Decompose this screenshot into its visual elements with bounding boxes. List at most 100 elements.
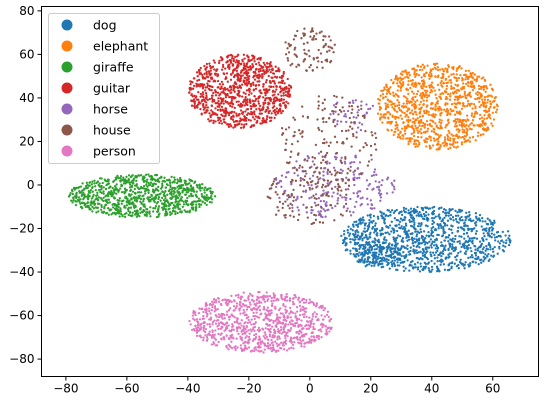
data-point [224, 96, 228, 99]
data-point [226, 87, 229, 91]
data-point [443, 108, 446, 111]
data-point [451, 239, 454, 243]
data-point [403, 230, 406, 234]
data-point [390, 209, 394, 212]
data-point [357, 254, 360, 257]
data-point [380, 245, 383, 249]
data-point [464, 219, 467, 222]
data-point [297, 152, 300, 155]
data-point [470, 75, 473, 78]
data-point [368, 182, 372, 186]
data-point [409, 249, 412, 253]
data-point [211, 198, 214, 201]
data-point [130, 197, 133, 200]
data-point [274, 113, 277, 116]
data-point [370, 247, 374, 251]
data-point [224, 67, 227, 70]
data-point [280, 174, 284, 177]
data-point [415, 214, 418, 217]
data-point [129, 214, 132, 217]
data-point [254, 115, 258, 118]
data-point [148, 196, 152, 199]
data-point [302, 301, 306, 304]
data-point [475, 216, 478, 220]
data-point [476, 93, 479, 97]
data-point [315, 197, 318, 201]
data-point [123, 190, 126, 194]
data-point [345, 176, 348, 179]
data-point [378, 243, 382, 247]
data-point [245, 78, 248, 82]
data-point [228, 95, 231, 99]
data-point [442, 69, 445, 72]
data-point [465, 250, 468, 253]
data-point [262, 96, 265, 99]
data-point [313, 311, 316, 314]
data-point [303, 58, 306, 62]
data-point [489, 245, 492, 249]
data-point [460, 245, 463, 249]
data-point [119, 212, 123, 216]
data-point [151, 188, 155, 191]
data-point [454, 118, 457, 121]
data-point [462, 232, 466, 236]
data-point [264, 88, 267, 92]
data-point [456, 102, 459, 105]
data-point [352, 134, 355, 138]
data-point [438, 270, 441, 273]
data-point [397, 234, 400, 237]
data-point [91, 210, 94, 213]
data-point [331, 195, 334, 198]
data-point [208, 80, 211, 83]
data-point [443, 208, 446, 211]
data-point [332, 120, 335, 124]
data-point [217, 322, 221, 325]
data-point [368, 233, 371, 236]
data-point [450, 224, 453, 227]
data-point [370, 174, 374, 178]
data-point [71, 192, 75, 196]
data-point [130, 184, 134, 187]
data-point [230, 88, 233, 91]
data-point [205, 66, 209, 69]
data-point [126, 201, 129, 204]
data-point [229, 104, 232, 108]
data-point [456, 98, 459, 102]
data-point [485, 87, 489, 90]
data-point [178, 194, 181, 197]
data-point [432, 127, 435, 131]
data-point [432, 244, 436, 247]
data-point [132, 202, 135, 205]
data-point [125, 175, 128, 179]
data-point [475, 78, 478, 81]
data-point [446, 111, 449, 114]
data-point [287, 193, 290, 197]
data-point [377, 263, 380, 266]
data-point [476, 75, 479, 78]
data-point [94, 198, 97, 201]
data-point [290, 192, 293, 196]
data-point [117, 205, 120, 209]
data-point [484, 249, 487, 252]
data-point [190, 104, 194, 107]
data-point [209, 196, 212, 200]
data-point [215, 68, 218, 72]
data-point [427, 267, 430, 270]
data-point [434, 132, 437, 135]
data-point [212, 119, 215, 122]
data-point [341, 196, 344, 199]
data-point [478, 100, 481, 104]
data-point [336, 171, 339, 174]
data-point [252, 124, 255, 127]
data-point [210, 119, 213, 122]
data-point [315, 32, 318, 35]
data-point [117, 201, 120, 204]
data-point [249, 65, 252, 68]
data-point [377, 240, 380, 244]
data-point [247, 56, 250, 59]
data-point [168, 178, 171, 181]
data-point [338, 171, 341, 175]
data-point [243, 123, 246, 126]
data-point [465, 231, 469, 235]
data-point [243, 62, 246, 65]
